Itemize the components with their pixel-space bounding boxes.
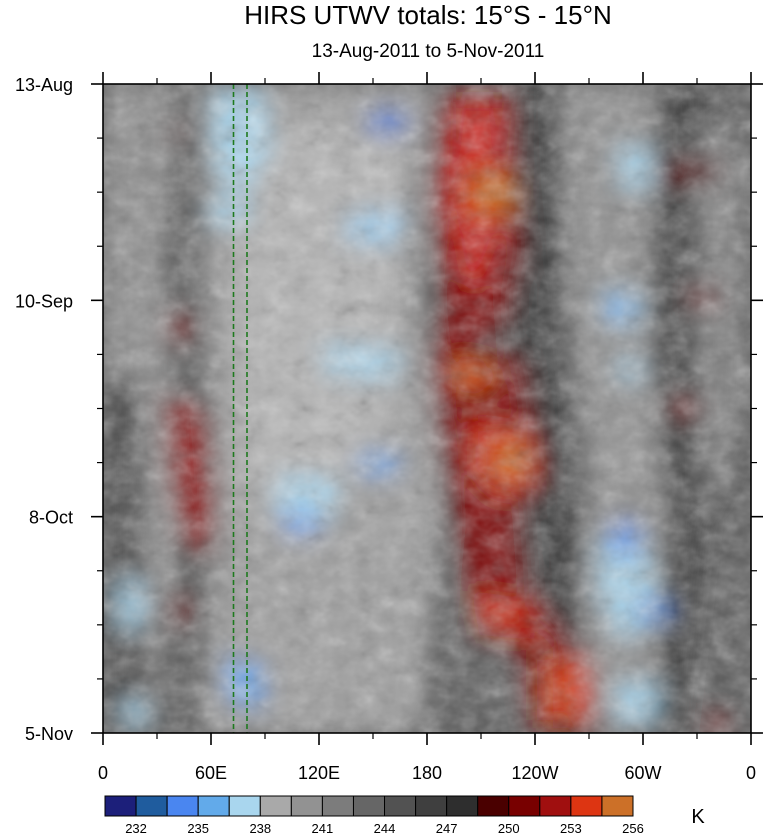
colorbar-label: 253 [560,821,582,834]
colorbar-label: 232 [125,821,147,834]
chart-title: HIRS UTWV totals: 15°S - 15°N [244,0,612,30]
colorbar-swatch [166,795,199,817]
colorbar-swatch [415,795,448,817]
x-tick-label: 180 [412,763,442,783]
field-texture [103,84,751,733]
colorbar-label: 250 [498,821,520,834]
reference-lines [232,84,248,733]
colorbar-swatch [601,795,634,817]
y-axis: 13-Aug 10-Sep 8-Oct 5-Nov [15,75,763,744]
colorbar-swatch [352,795,386,817]
x-tick-label: 120W [511,763,558,783]
colorbar-label: 247 [436,821,458,834]
colorbar-swatch [446,795,479,817]
colorbar-swatch [104,795,137,817]
colorbar-swatch [321,795,354,817]
x-tick-label: 120E [298,763,340,783]
x-tick-label: 0 [98,763,108,783]
x-tick-label: 60W [624,763,661,783]
colorbar-label: 235 [187,821,209,834]
y-tick-label: 10-Sep [15,291,73,311]
colorbar-label: 241 [312,821,334,834]
x-tick-label: 0 [746,763,756,783]
x-axis: 0 60E 120E 180 120W 60W 0 [98,72,756,783]
colorbar-label: 244 [374,821,396,834]
colorbar-swatch [570,795,603,817]
y-tick-label: 8-Oct [29,508,73,528]
colorbar-units: K [691,806,705,828]
colorbar-swatch [197,795,230,817]
plot-area [103,84,751,733]
colorbar-swatch [384,795,417,817]
colorbar-swatch [539,795,572,817]
y-tick-label: 5-Nov [25,724,73,744]
x-tick-label: 60E [195,763,227,783]
colorbar-swatch [290,795,323,817]
y-tick-label: 13-Aug [15,75,73,95]
colorbar-swatch [477,795,510,817]
colorbar-swatch [228,795,261,817]
colorbar-label: 238 [249,821,271,834]
chart-subtitle: 13-Aug-2011 to 5-Nov-2011 [312,41,545,62]
colorbar-swatch [135,795,168,817]
colorbar-swatch [508,795,541,817]
colorbar-label: 256 [622,821,644,834]
colorbar-swatch [259,795,292,817]
colorbar: 232 235 238 241 244 247 250 253 256 [104,795,644,834]
